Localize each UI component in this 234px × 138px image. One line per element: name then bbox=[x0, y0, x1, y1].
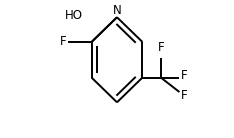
Text: N: N bbox=[113, 4, 121, 17]
Text: F: F bbox=[181, 89, 187, 102]
Text: F: F bbox=[181, 69, 187, 82]
Text: HO: HO bbox=[65, 9, 83, 22]
Text: F: F bbox=[157, 41, 164, 54]
Text: F: F bbox=[60, 35, 66, 48]
